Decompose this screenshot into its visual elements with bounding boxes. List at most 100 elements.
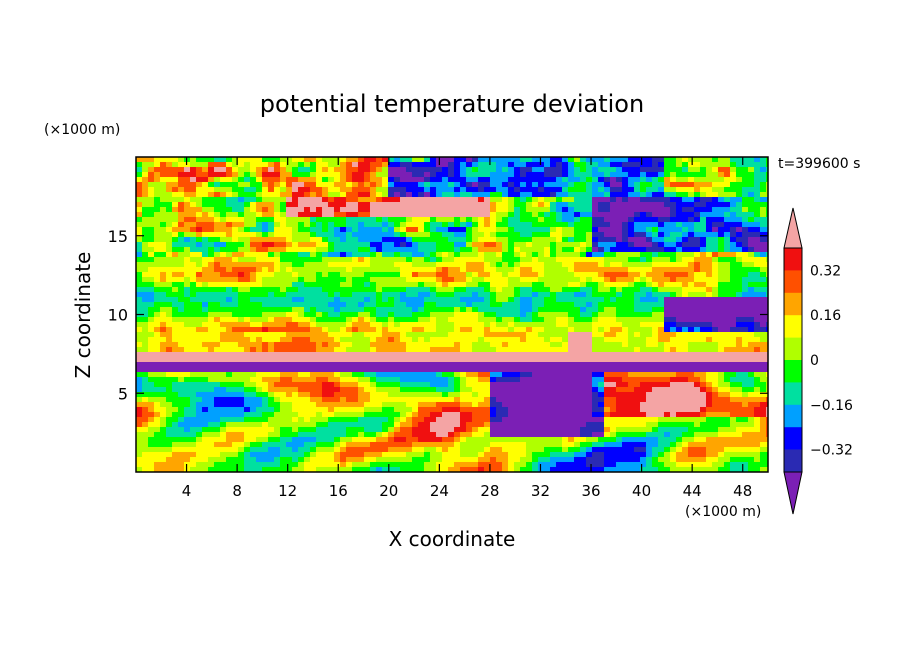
- heatmap-cell: [340, 197, 347, 203]
- heatmap-cell: [520, 192, 527, 198]
- heatmap-cell: [754, 262, 761, 268]
- heatmap-cell: [220, 237, 227, 243]
- heatmap-cell: [472, 367, 479, 373]
- heatmap-cell: [760, 237, 767, 243]
- heatmap-cell: [346, 357, 353, 363]
- heatmap-cell: [496, 172, 503, 178]
- heatmap-cell: [448, 347, 455, 353]
- heatmap-cell: [730, 242, 737, 248]
- heatmap-cell: [340, 272, 347, 278]
- heatmap-cell: [322, 242, 329, 248]
- heatmap-cell: [532, 197, 539, 203]
- heatmap-cell: [202, 172, 209, 178]
- heatmap-cell: [682, 377, 689, 383]
- heatmap-cell: [154, 307, 161, 313]
- heatmap-cell: [334, 212, 341, 218]
- heatmap-cell: [760, 367, 767, 373]
- heatmap-cell: [676, 222, 683, 228]
- heatmap-cell: [754, 307, 761, 313]
- heatmap-cell: [460, 222, 467, 228]
- heatmap-cell: [544, 262, 551, 268]
- heatmap-cell: [292, 372, 299, 378]
- heatmap-cell: [382, 167, 389, 173]
- heatmap-cell: [328, 317, 335, 323]
- heatmap-cell: [466, 297, 473, 303]
- heatmap-cell: [454, 217, 461, 223]
- heatmap-cell: [148, 327, 155, 333]
- heatmap-cell: [424, 357, 431, 363]
- heatmap-cell: [706, 167, 713, 173]
- heatmap-cell: [484, 212, 491, 218]
- heatmap-cell: [448, 262, 455, 268]
- heatmap-cell: [478, 327, 485, 333]
- heatmap-cell: [202, 322, 209, 328]
- heatmap-cell: [640, 252, 647, 258]
- heatmap-cell: [406, 227, 413, 233]
- heatmap-cell: [694, 202, 701, 208]
- heatmap-cell: [526, 172, 533, 178]
- heatmap-cell: [502, 222, 509, 228]
- heatmap-cell: [364, 387, 371, 393]
- heatmap-cell: [430, 262, 437, 268]
- heatmap-cell: [412, 182, 419, 188]
- heatmap-cell: [730, 307, 737, 313]
- heatmap-cell: [262, 227, 269, 233]
- heatmap-cell: [280, 312, 287, 318]
- heatmap-cell: [238, 297, 245, 303]
- heatmap-cell: [436, 217, 443, 223]
- heatmap-cell: [598, 162, 605, 168]
- heatmap-cell: [172, 287, 179, 293]
- heatmap-cell: [226, 187, 233, 193]
- heatmap-cell: [226, 362, 233, 368]
- heatmap-cell: [442, 222, 449, 228]
- heatmap-cell: [310, 267, 317, 273]
- heatmap-cell: [382, 347, 389, 353]
- heatmap-cell: [376, 317, 383, 323]
- heatmap-cell: [460, 292, 467, 298]
- heatmap-cell: [316, 287, 323, 293]
- heatmap-cell: [646, 207, 653, 213]
- heatmap-cell: [256, 322, 263, 328]
- heatmap-cell: [346, 342, 353, 348]
- heatmap-cell: [256, 357, 263, 363]
- heatmap-cell: [706, 187, 713, 193]
- heatmap-cell: [358, 267, 365, 273]
- heatmap-cell: [586, 342, 593, 348]
- heatmap-cell: [406, 172, 413, 178]
- heatmap-cell: [328, 202, 335, 208]
- heatmap-cell: [496, 287, 503, 293]
- heatmap-cell: [514, 317, 521, 323]
- heatmap-cell: [586, 277, 593, 283]
- heatmap-cell: [760, 197, 767, 203]
- heatmap-cell: [178, 367, 185, 373]
- heatmap-cell: [148, 162, 155, 168]
- heatmap-cell: [226, 277, 233, 283]
- heatmap-cell: [394, 307, 401, 313]
- heatmap-cell: [256, 277, 263, 283]
- heatmap-cell: [448, 207, 455, 213]
- heatmap-cell: [520, 197, 527, 203]
- heatmap-cell: [736, 322, 743, 328]
- heatmap-cell: [568, 352, 575, 358]
- heatmap-cell: [466, 372, 473, 378]
- heatmap-cell: [526, 337, 533, 343]
- heatmap-cell: [226, 322, 233, 328]
- heatmap-cell: [658, 277, 665, 283]
- heatmap-cell: [574, 272, 581, 278]
- heatmap-cell: [496, 362, 503, 368]
- heatmap-cell: [718, 242, 725, 248]
- heatmap-cell: [604, 372, 611, 378]
- heatmap-cell: [166, 372, 173, 378]
- heatmap-cell: [622, 342, 629, 348]
- heatmap-cell: [736, 317, 743, 323]
- heatmap-cell: [424, 192, 431, 198]
- heatmap-cell: [748, 367, 755, 373]
- heatmap-cell: [418, 267, 425, 273]
- heatmap-cell: [736, 202, 743, 208]
- heatmap-cell: [754, 377, 761, 383]
- heatmap-cell: [766, 207, 768, 213]
- heatmap-cell: [418, 372, 425, 378]
- heatmap-cell: [160, 287, 167, 293]
- heatmap-cell: [448, 247, 455, 253]
- heatmap-cell: [520, 277, 527, 283]
